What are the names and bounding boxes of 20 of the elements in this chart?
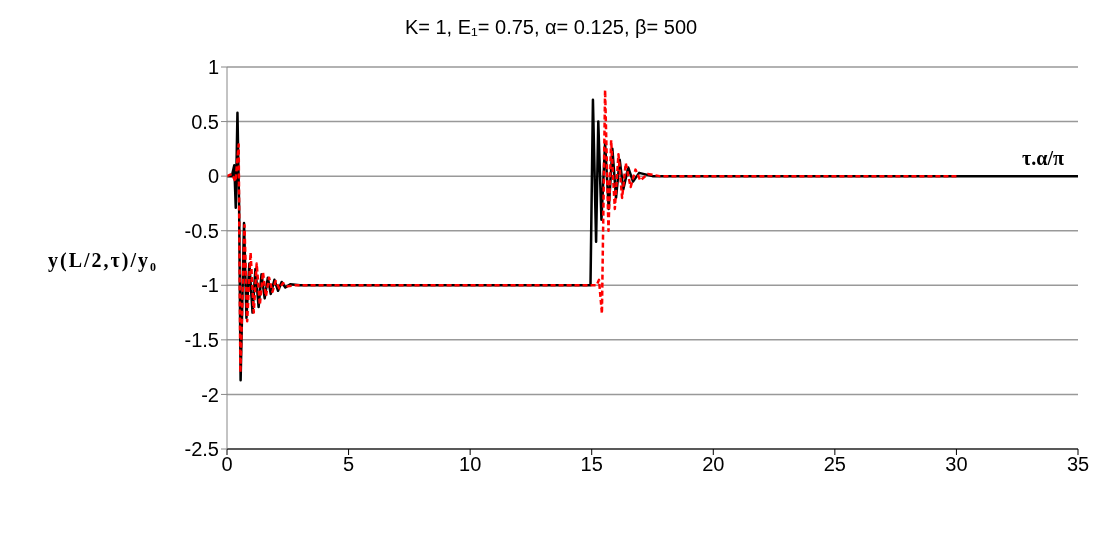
y-tick-label: -0.5 [184,219,219,242]
x-tick-label: 35 [1066,453,1090,476]
y-tick-label: 1 [207,56,219,79]
x-tick-label: 30 [945,453,968,476]
y-tick-label: -1.5 [184,328,219,351]
chart-title: K= 1, E₁= 0.75, α= 0.125, β= 500 [403,16,699,39]
x-tick-label: 25 [823,453,846,476]
line-series [227,88,958,374]
y-tick-label: 0.5 [191,110,219,133]
x-axis-title: τ.α/π [1022,147,1064,170]
y-tick-label: -2 [201,383,219,406]
y-tick-label: -2.5 [184,438,219,461]
x-tick-label: 5 [343,453,355,476]
y-tick-label: -1 [201,274,219,297]
x-tick-label: 15 [580,453,603,476]
y-tick-label: 0 [207,165,219,188]
x-tick-label: 0 [221,453,233,476]
x-tick-label: 20 [702,453,725,476]
x-tick-label: 10 [459,453,482,476]
y-axis-title: y(L/2,τ)/y₀ [48,249,158,272]
